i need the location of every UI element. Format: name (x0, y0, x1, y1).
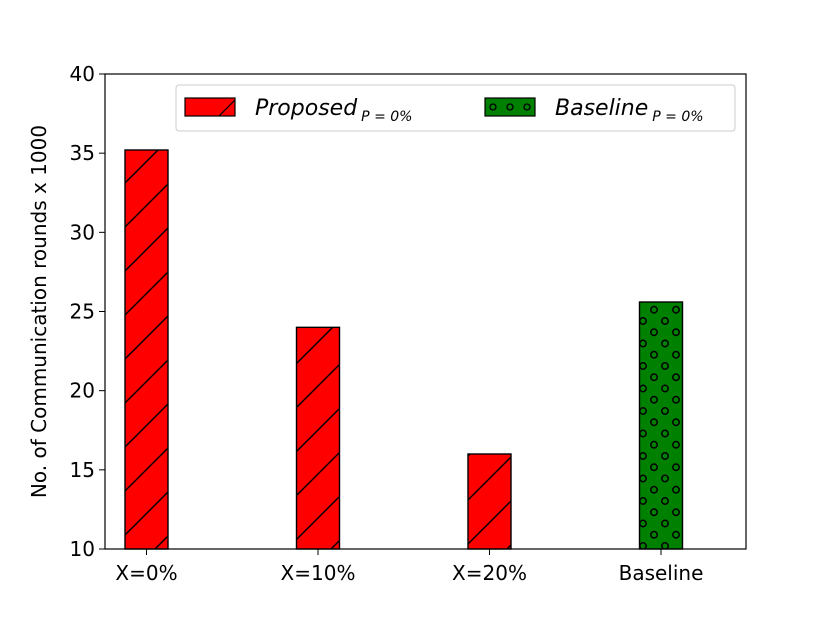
legend-baseline-subscript: P = 0% (652, 109, 703, 125)
legend-swatch-baseline-dot (506, 103, 514, 111)
legend-swatch-baseline-dot (523, 103, 531, 111)
bar-hatch (638, 301, 684, 550)
legend-label-proposed: Proposed P = 0% (255, 96, 412, 125)
y-tick-label: 35 (70, 141, 95, 165)
x-tick-label: X=10% (281, 561, 356, 585)
bar-x-10- (295, 326, 341, 550)
y-tick-label: 30 (70, 220, 95, 244)
x-tick-label: X=0% (115, 561, 177, 585)
legend-swatch-proposed (184, 97, 236, 117)
bar-x-0- (124, 149, 169, 550)
bar-hatch (467, 453, 512, 550)
legend-swatch-proposed-hatch (218, 99, 236, 117)
y-tick-label: 15 (70, 458, 95, 482)
y-axis: 10 15 20 25 30 35 40 (70, 62, 105, 561)
bars-layer (124, 149, 684, 550)
legend: Proposed P = 0% Baseline P = 0% (175, 84, 736, 132)
x-axis: X=0% X=10% X=20% Baseline (115, 549, 703, 585)
legend-swatch-baseline-dot (489, 103, 497, 111)
legend-label-baseline: Baseline P = 0% (555, 96, 704, 125)
legend-baseline-name: Baseline (555, 96, 648, 121)
legend-proposed-name: Proposed (255, 96, 358, 121)
legend-proposed-subscript: P = 0% (361, 109, 412, 125)
y-axis-label: No. of Communication rounds x 1000 (27, 125, 51, 498)
y-tick-label: 20 (70, 379, 95, 403)
legend-box (175, 84, 736, 132)
x-tick-label: Baseline (619, 561, 704, 585)
legend-swatch-baseline (484, 97, 536, 117)
y-tick-label: 10 (70, 537, 95, 561)
y-tick-label: 40 (70, 62, 95, 86)
y-tick-label: 25 (70, 300, 95, 324)
bar-hatch (124, 149, 169, 550)
x-tick-label: X=20% (452, 561, 527, 585)
bar-baseline (638, 301, 684, 550)
bar-x-20- (467, 453, 512, 550)
bar-hatch (295, 326, 341, 550)
